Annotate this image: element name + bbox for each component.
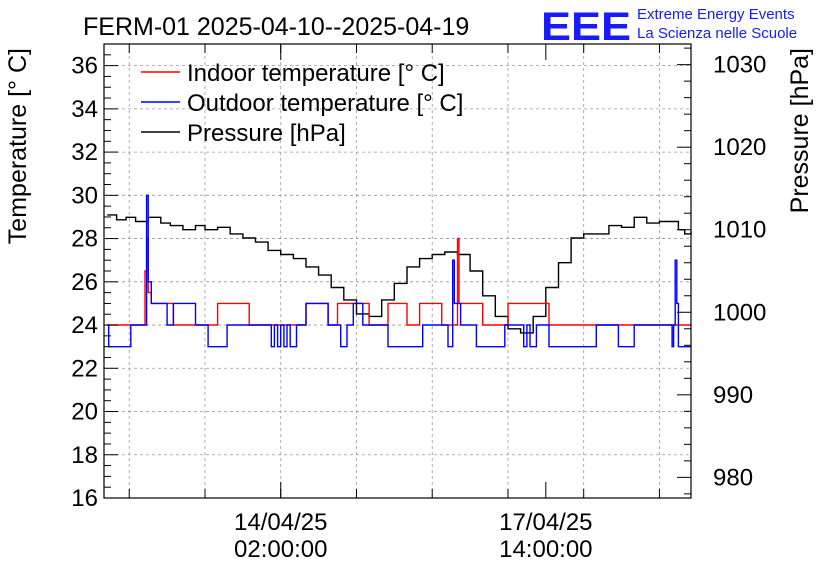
left-axis: 16 18 20 22 24 26 28 30 32 34 36: [71, 53, 118, 512]
legend-label: Indoor temperature [° C]: [187, 60, 445, 87]
left-tick-label: 16: [71, 485, 98, 512]
left-tick-label: 36: [71, 53, 98, 80]
legend: Indoor temperature [° C] Outdoor temperat…: [141, 60, 463, 147]
y-axis-left-title: Temperature [° C]: [4, 48, 32, 244]
series-line-outdoor: [107, 194, 691, 348]
legend-label: Outdoor temperature [° C]: [187, 90, 463, 117]
right-tick-label: 980: [713, 464, 753, 491]
eee-logo-line1: Extreme Energy Events: [637, 6, 795, 23]
left-tick-label: 20: [71, 399, 98, 426]
right-tick-label: 1000: [713, 299, 766, 326]
y-axis-right-title: Pressure [hPa]: [786, 48, 814, 213]
plot-area: 16 18 20 22 24 26 28 30 32 34 36 980 990 1000 1010 102…: [71, 43, 766, 563]
right-tick-label: 1020: [713, 134, 766, 161]
series-line-pressure: [107, 214, 692, 334]
x-tick-label-time: 14:00:00: [499, 536, 592, 563]
right-tick-label: 1030: [713, 52, 766, 79]
eee-logo-mark: EEE: [541, 5, 631, 49]
left-tick-label: 22: [71, 355, 98, 382]
left-tick-label: 18: [71, 442, 98, 469]
x-tick-label-date: 14/04/25: [234, 509, 327, 536]
left-tick-label: 24: [71, 312, 98, 339]
right-tick-label: 1010: [713, 217, 766, 244]
eee-logo-line2: La Scienza nelle Scuole: [637, 25, 797, 42]
right-axis: 980 990 1000 1010 1020 1030: [677, 47, 766, 495]
legend-label: Pressure [hPa]: [187, 120, 346, 147]
right-tick-label: 990: [713, 382, 753, 409]
series-layer: [107, 194, 692, 348]
left-tick-label: 34: [71, 96, 98, 123]
left-tick-label: 26: [71, 269, 98, 296]
x-tick-label-time: 02:00:00: [234, 536, 327, 563]
left-tick-label: 28: [71, 226, 98, 253]
eee-logo: EEE Extreme Energy Events La Scienza nel…: [541, 5, 797, 49]
x-tick-label-date: 17/04/25: [499, 509, 592, 536]
left-tick-label: 30: [71, 182, 98, 209]
chart-title: FERM-01 2025-04-10--2025-04-19: [83, 13, 469, 41]
series-line-indoor: [107, 237, 691, 326]
left-tick-label: 32: [71, 139, 98, 166]
